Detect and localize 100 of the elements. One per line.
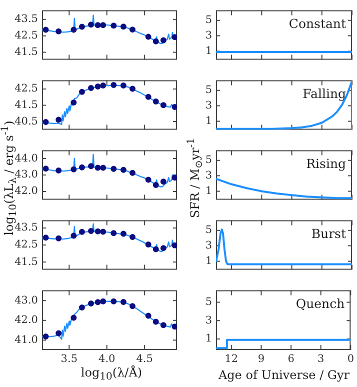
y-tick-label: 5 <box>205 84 212 96</box>
point <box>152 182 159 188</box>
point <box>145 176 152 183</box>
text: Quench <box>296 296 345 311</box>
x-tick-label: 4.5 <box>136 353 153 366</box>
point <box>78 304 85 310</box>
point <box>152 318 159 325</box>
point <box>94 83 101 90</box>
point <box>100 164 106 171</box>
point <box>100 298 106 304</box>
y-tick-label: 3 <box>205 100 212 112</box>
point <box>56 168 62 174</box>
point <box>88 163 94 170</box>
point <box>78 88 85 95</box>
x-tick-label: 0 <box>347 353 354 366</box>
y-tick-label: 3 <box>205 30 212 42</box>
point <box>42 334 49 340</box>
point <box>94 164 101 171</box>
y-tick-label: 42.5 <box>14 30 38 42</box>
point <box>145 94 152 100</box>
x-tick-label: 6 <box>288 353 295 366</box>
y-tick-label: 1 <box>205 184 212 197</box>
point <box>110 298 117 304</box>
point <box>88 228 94 234</box>
point <box>42 119 49 126</box>
y-tick-label: 43.0 <box>14 168 38 181</box>
point <box>56 330 62 336</box>
point <box>152 98 159 104</box>
y-tick-label: 43.5 <box>14 13 38 26</box>
point <box>94 22 101 28</box>
x-tick-label: 12 <box>224 353 238 366</box>
y-tick-label: 42.0 <box>14 185 38 198</box>
y-tick-label: 41.0 <box>14 334 38 346</box>
x-axis-title: log$_{10}$(λ/Å) <box>80 365 142 385</box>
point <box>172 174 177 181</box>
y-tick-label: 3 <box>205 240 212 252</box>
point <box>120 82 126 89</box>
point <box>152 38 159 44</box>
point <box>130 303 136 310</box>
point <box>78 24 85 30</box>
point <box>145 34 152 40</box>
y-tick-label: 1 <box>205 44 212 57</box>
point <box>88 300 94 307</box>
point <box>42 26 49 33</box>
point <box>70 166 77 172</box>
point <box>120 230 126 237</box>
y-tick-label: 42.0 <box>14 314 38 326</box>
point <box>94 299 101 306</box>
point <box>94 228 101 234</box>
point <box>78 164 85 170</box>
point <box>152 246 159 252</box>
y-tick-label: 1 <box>205 114 212 127</box>
point <box>70 26 77 33</box>
y-tick-label: 41.5 <box>14 256 38 268</box>
x-tick-label: 3.5 <box>60 353 78 366</box>
y-tick-label: 1 <box>205 332 212 345</box>
point <box>42 234 49 241</box>
y-tick-label: 1 <box>205 254 212 267</box>
y-tick-label: 44.0 <box>14 152 38 164</box>
text: Falling <box>302 86 346 101</box>
point <box>88 22 94 28</box>
point <box>160 37 166 44</box>
text: Constant <box>288 16 346 31</box>
point <box>56 28 62 34</box>
y-tick-label: 43.0 <box>14 294 38 306</box>
point <box>110 230 117 236</box>
point <box>120 166 126 173</box>
point <box>88 84 94 91</box>
point <box>172 242 177 248</box>
y-tick-label: 3 <box>205 170 212 182</box>
y-tick-label: 41.5 <box>14 98 38 111</box>
text: Rising <box>306 156 346 171</box>
point <box>100 228 106 235</box>
point <box>120 298 126 305</box>
point <box>110 82 117 88</box>
point <box>42 166 49 172</box>
point <box>145 241 152 248</box>
point <box>172 34 177 40</box>
point <box>160 178 166 185</box>
y-tick-label: 43.5 <box>14 222 38 234</box>
point <box>160 245 166 252</box>
y-tick-label: 41.5 <box>14 46 38 58</box>
y-tick-label: 5 <box>205 14 212 26</box>
y-tick-label: 3 <box>205 314 212 326</box>
point <box>100 82 106 89</box>
x-tick-label: 4.0 <box>98 353 116 366</box>
point <box>110 166 117 172</box>
point <box>78 228 85 235</box>
x-tick-label: 9 <box>258 353 265 366</box>
point <box>70 314 77 321</box>
x-axis-title: Age of Universe / Gyr <box>218 368 350 382</box>
y-tick-label: 42.5 <box>14 82 38 95</box>
x-tick-label: 3 <box>318 353 324 366</box>
point <box>130 26 136 33</box>
point <box>70 99 77 106</box>
point <box>110 22 117 29</box>
point <box>56 116 62 123</box>
point <box>172 104 177 110</box>
y-tick-label: 5 <box>205 224 212 236</box>
y-tick-label: 42.5 <box>14 238 38 251</box>
